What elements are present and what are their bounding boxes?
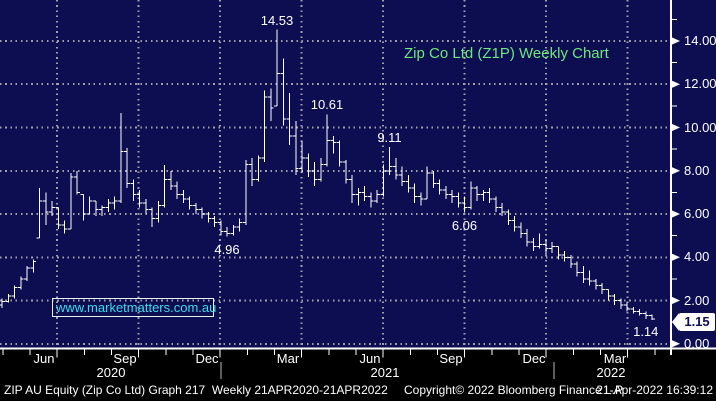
watermark-link[interactable]: www.marketmatters.com.au	[52, 298, 216, 317]
price-annotation: 4.96	[214, 241, 240, 257]
y-axis-label: 14.00	[684, 32, 716, 48]
last-price-marker: 1.15	[672, 313, 715, 331]
x-axis-month-label: Jun	[33, 351, 55, 366]
status-security-info: ZIP AU Equity (Zip Co Ltd) Graph 217 Wee…	[4, 383, 388, 397]
status-timestamp: 21-Apr-2022 16:39:12	[596, 383, 713, 397]
y-axis-label: 2.00	[684, 292, 710, 308]
x-axis-month-label: Dec	[195, 351, 219, 366]
x-axis-month-label: Sep	[439, 351, 463, 366]
price-arrow-icon	[672, 313, 679, 331]
x-axis-year-label: 2020	[96, 365, 126, 380]
x-axis-month-label: Jun	[359, 351, 381, 366]
y-axis-label: 12.00	[684, 76, 716, 92]
price-annotation: 9.11	[377, 129, 402, 145]
x-axis-month-label: Dec	[522, 351, 546, 366]
y-axis-label: 0.00	[684, 335, 710, 351]
price-annotation: 10.61	[310, 97, 344, 113]
x-axis-year-label: 2022	[596, 365, 626, 380]
y-axis-label: 8.00	[684, 162, 710, 178]
x-axis-month-label: Mar	[603, 351, 627, 366]
chart-title: Zip Co Ltd (Z1P) Weekly Chart	[404, 45, 609, 62]
price-annotation: 14.53	[260, 12, 294, 28]
y-axis-label: 10.00	[684, 119, 716, 135]
x-axis-month-label: Mar	[276, 351, 300, 366]
price-annotation: 1.14	[633, 324, 659, 340]
x-axis-month-label: Sep	[113, 351, 137, 366]
status-copyright: Copyright© 2022 Bloomberg Finance L.P.	[404, 383, 625, 397]
status-bar: ZIP AU Equity (Zip Co Ltd) Graph 217 Wee…	[0, 383, 716, 401]
y-axis-label: 4.00	[684, 249, 710, 265]
price-annotation: 6.06	[451, 217, 478, 233]
x-axis-year-label: 2021	[370, 365, 400, 380]
y-axis-label: 6.00	[684, 206, 710, 222]
last-price-value: 1.15	[684, 314, 710, 329]
